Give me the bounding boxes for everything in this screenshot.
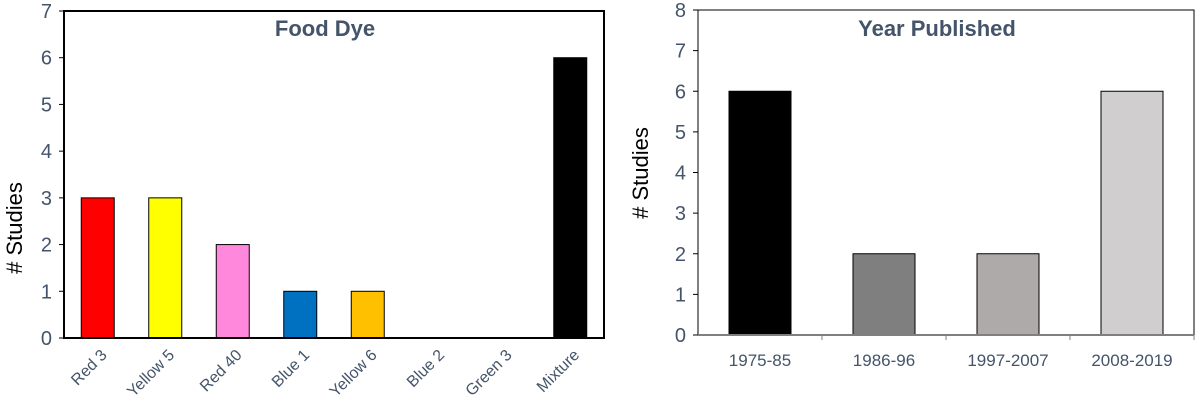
bars	[80, 57, 588, 339]
bar	[976, 253, 1040, 336]
bar	[728, 90, 792, 336]
x-tick-label: 1986-96	[853, 351, 915, 370]
y-tick-label: 3	[41, 188, 52, 210]
bar	[350, 290, 385, 339]
plot-frame	[63, 10, 605, 339]
x-tick-label: Yellow 5	[124, 347, 178, 401]
y-tick-label: 6	[41, 48, 52, 70]
x-tick-labels: 1975-85 1986-96 1997-2007 2008-2019	[729, 335, 1195, 370]
x-tick-label: Red 3	[68, 347, 110, 389]
x-tick-label: Yellow 6	[327, 347, 381, 401]
bar	[148, 197, 183, 339]
bar	[852, 253, 916, 336]
y-tick-label: 8	[675, 0, 686, 22]
y-tick-label: 4	[41, 141, 52, 163]
x-tick-label: Mixture	[534, 347, 583, 396]
bar	[1100, 90, 1164, 336]
chart-title: Year Published	[858, 16, 1016, 41]
y-tick-label: 2	[41, 235, 52, 257]
food-dye-chart: Food Dye # Studies 0 1 2 3 4 5 6 7 Red 3 Yellow …	[2, 1, 605, 401]
y-tick-label: 1	[675, 284, 686, 306]
y-tick-label: 4	[675, 163, 686, 185]
y-tick-label: 5	[41, 94, 52, 116]
y-tick-labels: 0 1 2 3 4 5 6 7	[41, 1, 64, 350]
bar	[553, 57, 588, 339]
x-tick-label: Green 3	[463, 347, 516, 400]
y-tick-label: 0	[41, 328, 52, 350]
y-axis-label: # Studies	[2, 182, 27, 274]
y-tick-label: 2	[675, 244, 686, 266]
x-tick-label: 2008-2019	[1091, 351, 1172, 370]
bar	[80, 197, 115, 339]
y-axis-label: # Studies	[628, 127, 653, 219]
bars	[728, 90, 1164, 336]
chart-title: Food Dye	[275, 16, 375, 41]
bar	[283, 290, 318, 339]
y-tick-label: 5	[675, 122, 686, 144]
x-tick-label: 1997-2007	[967, 351, 1048, 370]
bar	[215, 244, 250, 339]
x-tick-label: 1975-85	[729, 351, 791, 370]
x-tick-label: Blue 2	[404, 347, 448, 391]
y-tick-label: 6	[675, 81, 686, 103]
y-tick-label: 3	[675, 203, 686, 225]
y-tick-labels: 0 1 2 3 4 5 6 7 8	[675, 0, 698, 347]
x-tick-labels: Red 3 Yellow 5 Red 40 Blue 1 Yellow 6 Blue 2 G…	[68, 347, 583, 401]
y-tick-label: 7	[675, 41, 686, 63]
y-tick-label: 0	[675, 325, 686, 347]
y-tick-label: 7	[41, 1, 52, 23]
x-tick-label: Red 40	[197, 347, 246, 396]
y-tick-label: 1	[41, 281, 52, 303]
x-tick-label: Blue 1	[269, 347, 313, 391]
year-published-chart: Year Published # Studies 0 1 2 3 4 5 6 7 8 1975-…	[628, 0, 1195, 370]
